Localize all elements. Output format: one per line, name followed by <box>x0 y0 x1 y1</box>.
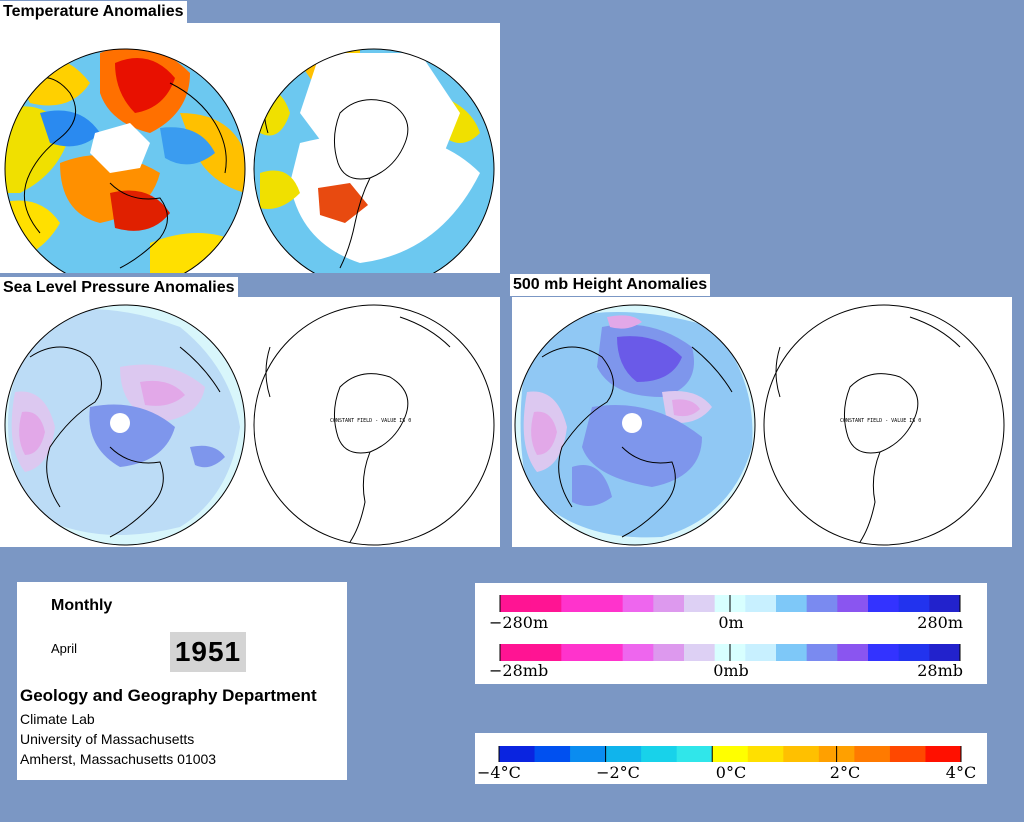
info-box: Monthly April 1951 Geology and Geography… <box>17 582 347 780</box>
height-north-map <box>514 304 756 546</box>
temperature-colorbar-swatch <box>605 746 642 762</box>
slp-colorbar-swatch <box>561 644 593 661</box>
temperature-colorbar-swatch <box>641 746 678 762</box>
temperature-colorbar-swatch <box>783 746 820 762</box>
height-south-map: CONSTANT FIELD - VALUE IS 0 <box>763 304 1005 546</box>
slp-colorbar-swatch <box>776 644 808 661</box>
temperature-colorbar-swatch <box>925 746 962 762</box>
temperature-panel <box>0 23 500 273</box>
height-constant-label: CONSTANT FIELD - VALUE IS 0 <box>840 418 921 424</box>
temperature-colorbar-swatch <box>570 746 607 762</box>
month-label: April <box>51 641 78 656</box>
slp-colorbar-swatch <box>592 644 624 661</box>
temperature-legend-box: −4°C −2°C 0°C 2°C 4°C <box>475 733 987 784</box>
height-colorbar-swatch <box>500 595 532 612</box>
temp-tick-0: −4°C <box>477 763 521 782</box>
university-line: University of Massachusetts <box>20 731 195 747</box>
height-colorbar-swatch <box>561 595 593 612</box>
height-panel: CONSTANT FIELD - VALUE IS 0 <box>512 297 1012 547</box>
slp-colorbar-swatch <box>745 644 777 661</box>
pressure-legend-box: −280m 0m 280m −28mb 0mb 28mb <box>475 583 987 684</box>
temperature-colorbar-swatch <box>676 746 713 762</box>
temperature-colorbar-swatch <box>889 746 926 762</box>
slp-colorbar-swatch <box>622 644 654 661</box>
slp-panel: CONSTANT FIELD - VALUE IS 0 <box>0 297 500 547</box>
slp-title: Sea Level Pressure Anomalies <box>0 277 238 299</box>
height-colorbar <box>499 595 961 612</box>
height-colorbar-swatch <box>837 595 869 612</box>
temperature-north-map <box>4 48 246 273</box>
height-colorbar-swatch <box>776 595 808 612</box>
slp-colorbar <box>499 644 961 661</box>
temperature-south-map <box>253 48 495 273</box>
slp-south-map: CONSTANT FIELD - VALUE IS 0 <box>253 304 495 546</box>
height-colorbar-swatch <box>622 595 654 612</box>
temperature-colorbar-swatch <box>712 746 749 762</box>
height-colorbar-swatch <box>745 595 777 612</box>
temp-tick-1: −2°C <box>596 763 640 782</box>
slp-tick-min: −28mb <box>489 661 548 680</box>
slp-colorbar-swatch <box>500 644 532 661</box>
height-colorbar-swatch <box>868 595 900 612</box>
slp-colorbar-swatch <box>684 644 716 661</box>
height-tick-zero: 0m <box>718 613 743 632</box>
slp-colorbar-swatch <box>868 644 900 661</box>
slp-colorbar-swatch <box>837 644 869 661</box>
height-colorbar-swatch <box>898 595 930 612</box>
temperature-colorbar-swatch <box>854 746 891 762</box>
slp-tick-max: 28mb <box>917 661 963 680</box>
slp-constant-label: CONSTANT FIELD - VALUE IS 0 <box>330 418 411 424</box>
height-colorbar-swatch <box>530 595 562 612</box>
temperature-title: Temperature Anomalies <box>0 1 187 23</box>
temperature-colorbar-swatch <box>747 746 784 762</box>
lab-line: Climate Lab <box>20 711 95 727</box>
height-colorbar-swatch <box>592 595 624 612</box>
height-colorbar-swatch <box>929 595 961 612</box>
slp-colorbar-swatch <box>653 644 685 661</box>
temperature-colorbar <box>498 746 962 762</box>
temperature-colorbar-swatch <box>499 746 536 762</box>
height-colorbar-swatch <box>684 595 716 612</box>
height-tick-max: 280m <box>917 613 963 632</box>
department-label: Geology and Geography Department <box>20 686 317 705</box>
address-line: Amherst, Massachusetts 01003 <box>20 751 217 767</box>
height-colorbar-swatch <box>653 595 685 612</box>
height-title: 500 mb Height Anomalies <box>510 274 711 296</box>
height-colorbar-swatch <box>806 595 838 612</box>
period-label: Monthly <box>51 597 113 614</box>
slp-colorbar-swatch <box>806 644 838 661</box>
year-badge: 1951 <box>170 632 246 672</box>
height-tick-min: −280m <box>489 613 548 632</box>
temp-tick-2: 0°C <box>716 763 746 782</box>
slp-north-map <box>4 304 246 546</box>
slp-colorbar-swatch <box>530 644 562 661</box>
slp-colorbar-swatch <box>929 644 961 661</box>
temperature-colorbar-swatch <box>534 746 571 762</box>
temp-tick-4: 4°C <box>946 763 976 782</box>
temp-tick-3: 2°C <box>830 763 860 782</box>
slp-colorbar-swatch <box>898 644 930 661</box>
slp-tick-zero: 0mb <box>713 661 749 680</box>
